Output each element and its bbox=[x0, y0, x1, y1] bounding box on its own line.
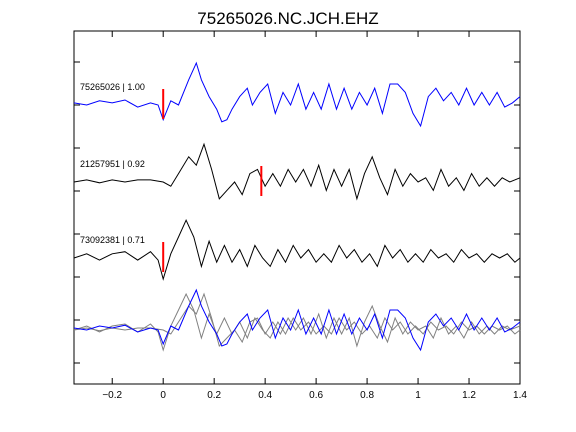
x-tick-label: 0.4 bbox=[258, 390, 272, 401]
plot-frame bbox=[73, 30, 521, 385]
trace-label-3: 73092381 | 0.71 bbox=[80, 235, 145, 245]
x-tick-label: 1.4 bbox=[513, 390, 527, 401]
x-tick-label: 0.8 bbox=[360, 390, 374, 401]
overlay-stack bbox=[73, 288, 521, 352]
x-tick-label: 0 bbox=[160, 390, 166, 401]
overlay-line-3 bbox=[73, 292, 521, 352]
traces: 75265026 | 1.00 21257951 | 0.92 73092381 |… bbox=[73, 61, 521, 281]
chart-title: 75265026.NC.JCH.EHZ bbox=[197, 9, 378, 28]
y-axis-ticks bbox=[74, 61, 520, 364]
trace-line-1 bbox=[73, 61, 521, 128]
x-tick-label: −0.2 bbox=[102, 390, 122, 401]
trace-line-3 bbox=[73, 218, 521, 281]
x-axis: −0.2 0 0.2 0.4 0.6 0.8 1 1.2 1.4 bbox=[102, 31, 527, 401]
trace-label-2: 21257951 | 0.92 bbox=[80, 159, 145, 169]
trace-line-2 bbox=[73, 142, 521, 201]
overlay-line-1 bbox=[73, 288, 521, 352]
overlay-line-2 bbox=[73, 292, 521, 348]
x-tick-label: 0.2 bbox=[207, 390, 221, 401]
x-tick-label: 1 bbox=[415, 390, 421, 401]
x-tick-label: 0.6 bbox=[309, 390, 323, 401]
x-tick-label: 1.2 bbox=[462, 390, 476, 401]
trace-label-1: 75265026 | 1.00 bbox=[80, 82, 145, 92]
